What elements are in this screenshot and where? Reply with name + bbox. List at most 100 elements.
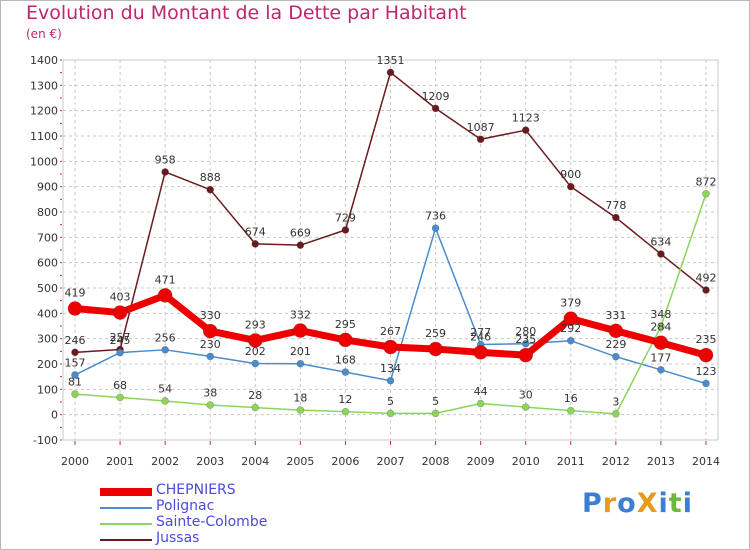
data-point-sainte-colombe <box>116 393 124 402</box>
x-tick-label: 2005 <box>286 455 314 468</box>
x-tick-label: 2002 <box>151 455 179 468</box>
data-point-chepniers <box>518 347 534 363</box>
legend-item: Polignac <box>100 498 350 514</box>
data-label-chepniers: 332 <box>290 309 311 322</box>
data-label-jussas: 958 <box>155 153 176 166</box>
data-label-polignac: 277 <box>470 326 491 339</box>
data-point-polignac <box>657 366 665 374</box>
logo-letter: o <box>617 488 637 519</box>
data-label-sainte-colombe: 16 <box>564 392 578 405</box>
data-point-polignac <box>206 352 215 361</box>
data-point-jussas <box>161 168 169 176</box>
data-point-polignac <box>386 376 395 385</box>
data-label-chepniers: 471 <box>155 273 176 286</box>
data-point-jussas <box>341 226 350 234</box>
data-label-sainte-colombe: 54 <box>158 382 172 395</box>
data-label-chepniers: 293 <box>245 318 266 331</box>
data-label-sainte-colombe: 28 <box>248 389 262 402</box>
data-label-sainte-colombe: 3 <box>612 395 619 408</box>
data-point-jussas <box>657 250 665 258</box>
proxiti-logo: ProXiti <box>582 488 693 519</box>
data-point-sainte-colombe <box>386 409 395 418</box>
data-label-chepniers: 330 <box>200 309 221 322</box>
data-point-sainte-colombe <box>251 403 260 412</box>
data-label-sainte-colombe: 30 <box>519 389 533 402</box>
legend-item: Sainte-Colombe <box>100 514 350 530</box>
data-label-polignac: 736 <box>425 210 446 223</box>
data-label-chepniers: 284 <box>650 321 671 334</box>
data-label-polignac: 168 <box>335 354 356 367</box>
data-label-jussas: 888 <box>200 171 221 184</box>
data-point-sainte-colombe <box>612 410 620 418</box>
data-label-sainte-colombe: 44 <box>474 385 488 398</box>
legend-label: Polignac <box>156 498 215 514</box>
data-label-sainte-colombe: 12 <box>338 393 352 406</box>
data-point-chepniers <box>338 332 353 348</box>
data-point-chepniers <box>428 341 443 357</box>
data-point-polignac <box>161 346 169 354</box>
data-label-jussas: 257 <box>110 331 131 344</box>
data-label-sainte-colombe: 872 <box>696 175 717 188</box>
data-point-sainte-colombe <box>161 397 169 405</box>
data-point-polignac <box>521 339 530 348</box>
y-tick-label: 1300 <box>30 79 58 92</box>
logo-letter: t <box>668 488 683 519</box>
data-label-jussas: 669 <box>290 227 311 240</box>
data-point-sainte-colombe <box>702 189 710 198</box>
x-tick-label: 2008 <box>422 455 450 468</box>
data-label-jussas: 1209 <box>422 90 450 103</box>
legend-swatch <box>100 539 152 541</box>
data-label-polignac: 229 <box>605 338 626 351</box>
data-point-polignac <box>251 359 260 368</box>
data-point-sainte-colombe <box>566 406 575 415</box>
data-label-jussas: 1123 <box>512 112 540 125</box>
data-point-polignac <box>612 352 620 361</box>
y-tick-label: 200 <box>37 358 58 371</box>
data-point-jussas <box>206 185 215 194</box>
data-point-chepniers <box>383 339 398 355</box>
data-label-polignac: 202 <box>245 345 266 358</box>
logo-letter: r <box>602 488 618 519</box>
data-point-jussas <box>476 135 485 144</box>
y-tick-label: 700 <box>37 231 58 244</box>
data-label-jussas: 246 <box>65 334 86 347</box>
data-label-sainte-colombe: 18 <box>293 392 307 405</box>
y-tick-label: 500 <box>37 282 58 295</box>
data-label-polignac: 123 <box>696 365 717 378</box>
data-label-jussas: 729 <box>335 211 356 224</box>
data-label-jussas: 900 <box>560 168 581 181</box>
data-point-jussas <box>386 68 395 77</box>
x-tick-label: 2001 <box>106 455 134 468</box>
data-label-sainte-colombe: 348 <box>650 308 671 321</box>
data-label-polignac: 256 <box>155 331 176 344</box>
legend-label: Jussas <box>156 530 200 546</box>
data-label-jussas: 674 <box>245 225 266 238</box>
x-tick-label: 2006 <box>331 455 359 468</box>
y-tick-label: 600 <box>37 257 58 270</box>
data-point-chepniers <box>67 301 83 316</box>
data-point-jussas <box>251 240 260 248</box>
data-point-chepniers <box>473 345 488 360</box>
x-tick-label: 2010 <box>512 455 540 468</box>
y-tick-label: 800 <box>37 206 58 219</box>
data-label-chepniers: 419 <box>65 287 86 300</box>
series-layer <box>67 68 714 418</box>
legend-label: Sainte-Colombe <box>156 514 268 530</box>
logo-letter: X <box>636 488 659 519</box>
data-point-sainte-colombe <box>341 407 350 416</box>
data-label-chepniers: 235 <box>696 333 717 346</box>
data-point-polignac <box>116 348 124 357</box>
x-tick-label: 2013 <box>647 455 675 468</box>
x-tick-label: 2014 <box>692 455 720 468</box>
data-label-chepniers: 267 <box>380 325 401 338</box>
data-label-jussas: 1087 <box>467 121 495 134</box>
y-tick-label: 1100 <box>30 130 58 143</box>
y-tick-label: 400 <box>37 307 58 320</box>
data-point-sainte-colombe <box>296 406 305 414</box>
data-label-jussas: 492 <box>696 272 717 285</box>
data-point-sainte-colombe <box>476 399 485 408</box>
data-point-chepniers <box>157 288 173 303</box>
x-tick-label: 2009 <box>467 455 495 468</box>
data-point-polignac <box>71 371 79 379</box>
